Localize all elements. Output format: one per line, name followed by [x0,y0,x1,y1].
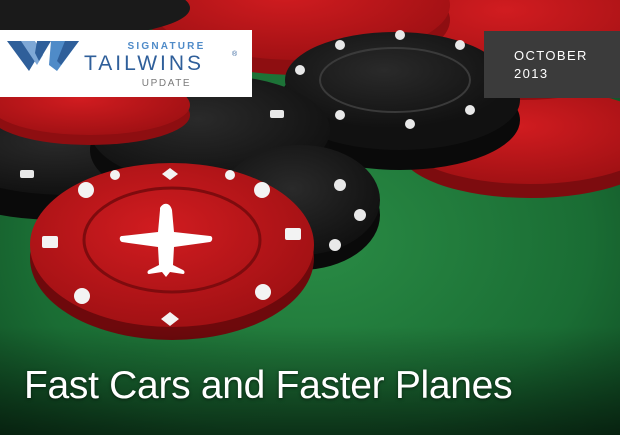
logo-registered-mark: ® [232,51,238,58]
logo-signature-text: SIGNATURE [127,41,206,52]
issue-month: OCTOBER [514,48,588,63]
logo-brand-text: TAILWINS [84,52,205,75]
wings-logo-icon [7,41,79,71]
issue-date-badge: OCTOBER 2013 [484,31,620,98]
tailwins-logo: SIGNATURE TAILWINS ® UPDATE [0,30,252,97]
logo-update-text: UPDATE [141,78,192,89]
issue-year: 2013 [514,66,549,81]
headline: Fast Cars and Faster Planes [24,364,513,407]
